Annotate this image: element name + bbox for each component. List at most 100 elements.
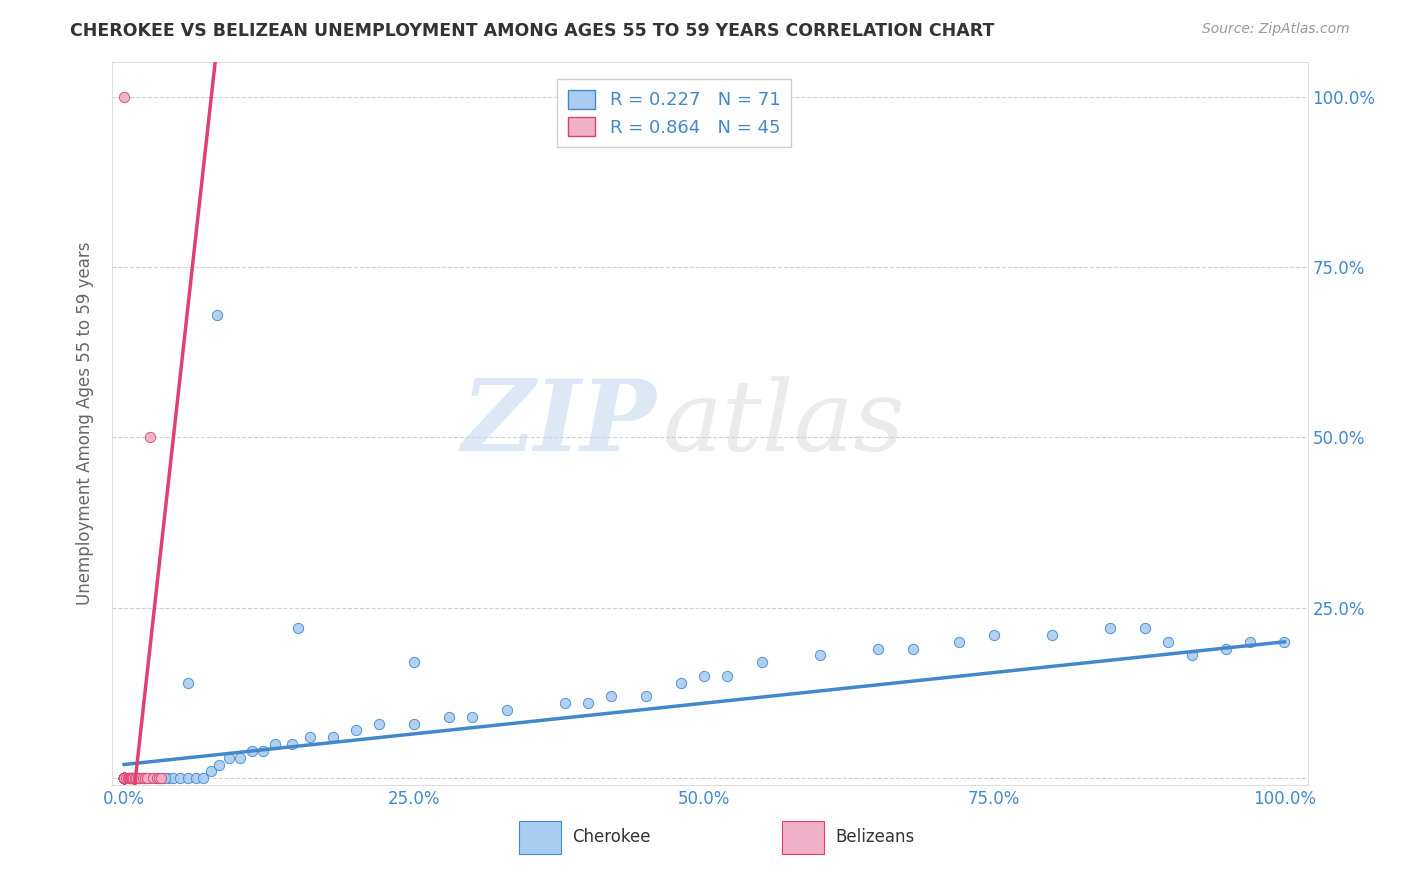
Point: [112, 771, 135, 785]
Point: [112, 771, 135, 785]
Point: [138, 771, 160, 785]
Point: [496, 703, 519, 717]
Point: [118, 771, 141, 785]
Point: [118, 771, 141, 785]
Point: [112, 771, 135, 785]
Point: [264, 737, 287, 751]
Point: [112, 771, 135, 785]
Point: [120, 771, 142, 785]
Point: [1040, 628, 1063, 642]
Point: [112, 771, 135, 785]
Point: [112, 771, 135, 785]
Point: [287, 621, 309, 635]
Point: [200, 764, 222, 779]
Point: [129, 771, 152, 785]
Y-axis label: Unemployment Among Ages 55 to 59 years: Unemployment Among Ages 55 to 59 years: [76, 242, 94, 606]
Point: [134, 771, 156, 785]
Point: [127, 771, 149, 785]
Text: Belizeans: Belizeans: [835, 828, 915, 846]
Point: [122, 771, 145, 785]
Point: [868, 641, 890, 656]
Point: [124, 771, 146, 785]
Point: [808, 648, 831, 663]
Text: ZIP: ZIP: [461, 376, 657, 472]
Point: [112, 771, 135, 785]
Text: CHEROKEE VS BELIZEAN UNEMPLOYMENT AMONG AGES 55 TO 59 YEARS CORRELATION CHART: CHEROKEE VS BELIZEAN UNEMPLOYMENT AMONG …: [70, 22, 994, 40]
Point: [134, 771, 156, 785]
Point: [576, 696, 599, 710]
Point: [554, 696, 576, 710]
Point: [112, 771, 135, 785]
Point: [112, 771, 135, 785]
Point: [148, 771, 170, 785]
Point: [1215, 641, 1237, 656]
Point: [177, 675, 200, 690]
Point: [437, 710, 460, 724]
Point: [112, 771, 135, 785]
Point: [112, 771, 135, 785]
Point: [112, 771, 135, 785]
Point: [125, 771, 148, 785]
Point: [184, 771, 207, 785]
Point: [118, 771, 141, 785]
Point: [112, 771, 135, 785]
Point: [157, 771, 180, 785]
Point: [218, 750, 240, 764]
Point: [112, 771, 135, 785]
Point: [205, 308, 228, 322]
Point: [112, 771, 135, 785]
Point: [122, 771, 145, 785]
Point: [145, 771, 167, 785]
Point: [112, 771, 135, 785]
Point: [112, 771, 135, 785]
Point: [177, 771, 200, 785]
Point: [112, 771, 135, 785]
Point: [127, 771, 149, 785]
Point: [150, 771, 173, 785]
Point: [112, 771, 135, 785]
Point: [121, 771, 143, 785]
Point: [322, 731, 344, 745]
Point: [112, 771, 135, 785]
Point: [229, 750, 252, 764]
Point: [138, 430, 160, 444]
Point: [1157, 635, 1180, 649]
Point: [112, 771, 135, 785]
Point: [404, 716, 426, 731]
Point: [240, 744, 263, 758]
Point: [112, 771, 135, 785]
Point: [112, 771, 135, 785]
Point: [129, 771, 152, 785]
Legend: R = 0.227   N = 71, R = 0.864   N = 45: R = 0.227 N = 71, R = 0.864 N = 45: [557, 78, 792, 147]
Point: [112, 771, 135, 785]
Point: [136, 771, 159, 785]
Point: [112, 771, 135, 785]
Point: [169, 771, 191, 785]
Point: [600, 690, 623, 704]
Point: [150, 771, 173, 785]
Point: [298, 731, 321, 745]
Point: [404, 655, 426, 669]
Point: [669, 675, 692, 690]
Point: [112, 771, 135, 785]
Text: atlas: atlas: [662, 376, 905, 471]
Point: [112, 771, 135, 785]
Point: [948, 635, 970, 649]
Point: [191, 771, 214, 785]
Point: [1099, 621, 1122, 635]
Point: [368, 716, 391, 731]
Point: [281, 737, 304, 751]
Point: [252, 744, 274, 758]
Point: [162, 771, 184, 785]
Point: [112, 771, 135, 785]
Point: [112, 771, 135, 785]
Point: [693, 669, 716, 683]
Point: [117, 771, 139, 785]
Point: [716, 669, 738, 683]
Point: [112, 771, 135, 785]
Point: [112, 771, 135, 785]
FancyBboxPatch shape: [519, 821, 561, 854]
Point: [112, 771, 135, 785]
Point: [112, 771, 135, 785]
Point: [461, 710, 484, 724]
